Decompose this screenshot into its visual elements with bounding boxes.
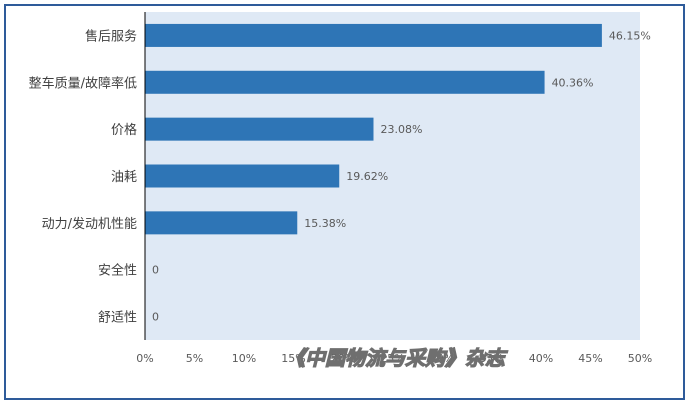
x-tick-labels: 0% 5% 10% 15% 20% 25% 30% 35% 40% 45% 50%	[136, 352, 652, 365]
x-tick-label: 45%	[578, 352, 602, 365]
value-label: 0	[152, 264, 159, 277]
x-tick-label: 50%	[628, 352, 652, 365]
value-label: 40.36%	[552, 76, 594, 89]
watermark-text: 《中国物流与采购》杂志	[285, 346, 508, 370]
value-label: 0	[152, 311, 159, 324]
category-label: 售后服务	[85, 28, 137, 44]
value-label: 46.15%	[609, 29, 651, 42]
bar	[145, 211, 298, 235]
bars-group	[145, 23, 602, 235]
category-label: 安全性	[98, 263, 137, 279]
x-tick-label: 5%	[186, 352, 203, 365]
x-tick-label: 40%	[529, 352, 553, 365]
x-tick-label: 0%	[136, 352, 153, 365]
category-label: 动力/发动机性能	[42, 216, 137, 232]
value-label: 19.62%	[346, 170, 388, 183]
value-label: 15.38%	[304, 217, 346, 230]
value-label: 23.08%	[380, 123, 422, 136]
category-label: 价格	[111, 122, 137, 138]
bar	[145, 164, 340, 188]
x-tick-label: 10%	[232, 352, 256, 365]
category-label: 舒适性	[98, 311, 137, 326]
x-tick-label: 30%	[430, 352, 454, 365]
category-label: 油耗	[111, 170, 137, 185]
x-tick-label: 15%	[281, 352, 305, 365]
bar	[145, 23, 602, 47]
x-tick-label: 35%	[479, 352, 503, 365]
value-labels: 46.15% 40.36% 23.08% 19.62% 15.38% 0 0	[152, 29, 651, 323]
bar	[145, 70, 545, 94]
x-tick-label: 20%	[331, 352, 355, 365]
category-label: 整车质量/故障率低	[29, 75, 137, 91]
bar	[145, 117, 374, 141]
x-tick-label: 25%	[380, 352, 404, 365]
